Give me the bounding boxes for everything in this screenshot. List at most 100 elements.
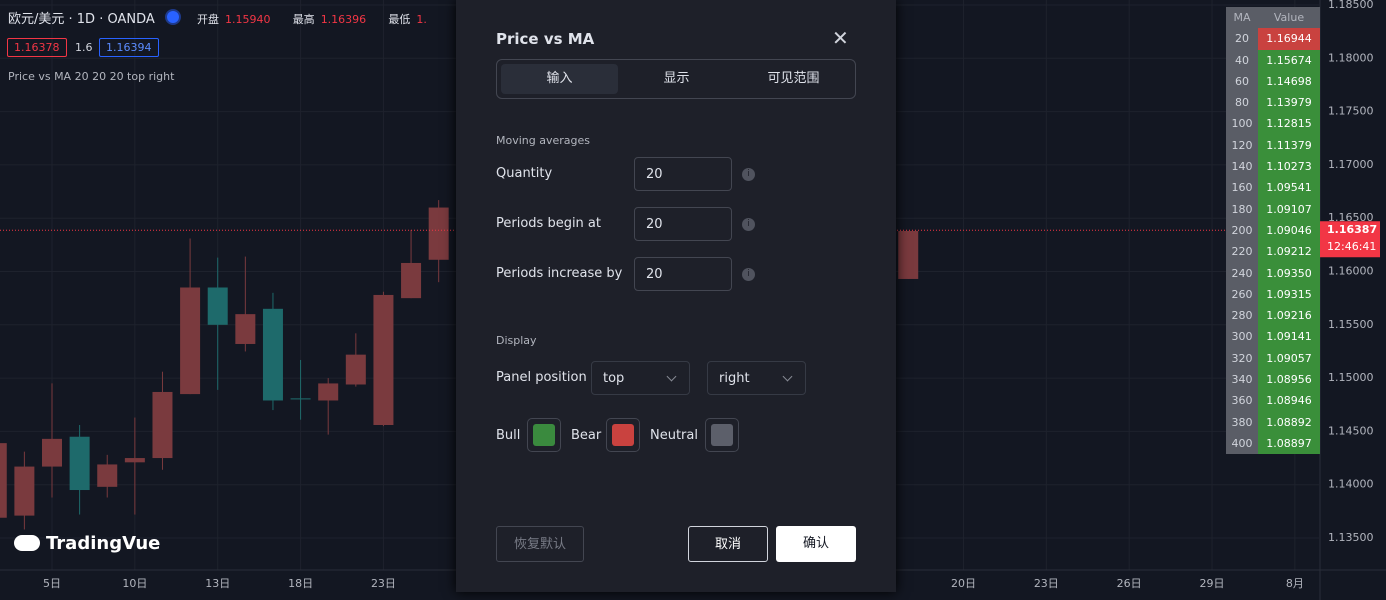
ma-period: 80	[1226, 92, 1258, 114]
ma-row: 360 1.08946	[1226, 390, 1320, 412]
candle-body	[42, 438, 62, 467]
field-input[interactable]: 20	[634, 257, 732, 291]
ma-period: 280	[1226, 305, 1258, 327]
ma-value: 1.09541	[1258, 177, 1320, 199]
ma-value: 1.16944	[1258, 28, 1320, 50]
ma-period: 260	[1226, 283, 1258, 306]
bid: 1.16378	[7, 38, 67, 57]
ma-row: 220 1.09212	[1226, 241, 1320, 263]
ma-row: 200 1.09046	[1226, 219, 1320, 242]
ma-header: MA Value	[1226, 7, 1320, 29]
ma-row: 40 1.15674	[1226, 49, 1320, 71]
ma-value: 1.09315	[1258, 283, 1320, 306]
candle-body	[0, 443, 7, 518]
ma-row: 300 1.09141	[1226, 326, 1320, 348]
panel-horizontal-select[interactable]: right	[707, 361, 806, 395]
ma-period: 320	[1226, 347, 1258, 370]
ma-header-cell: MA	[1226, 7, 1258, 29]
open-label: 开盘	[197, 13, 220, 26]
ma-value: 1.08956	[1258, 369, 1320, 391]
ma-row: 320 1.09057	[1226, 347, 1320, 370]
x-tick-label: 23日	[1034, 577, 1059, 590]
logo-icon	[14, 535, 40, 551]
ma-row: 240 1.09350	[1226, 262, 1320, 284]
candle-body	[373, 294, 394, 426]
ma-value: 1.10273	[1258, 156, 1320, 178]
ma-row: 180 1.09107	[1226, 198, 1320, 220]
reset-button[interactable]: 恢复默认	[496, 526, 584, 562]
ma-period: 60	[1226, 70, 1258, 93]
y-tick-label: 1.14000	[1328, 478, 1374, 491]
ma-row: 140 1.10273	[1226, 156, 1320, 178]
candle-body	[262, 308, 283, 401]
y-tick-label: 1.13500	[1328, 531, 1374, 544]
ma-table: MA Value 20 1.16944 40 1.15674 60 1.14698 80 1.13…	[1226, 7, 1320, 455]
tab[interactable]: 显示	[663, 71, 690, 86]
x-tick-label: 18日	[288, 577, 313, 590]
x-tick-label: 23日	[371, 577, 396, 590]
ma-period: 40	[1226, 49, 1258, 71]
ma-period: 160	[1226, 177, 1258, 199]
field-input[interactable]: 20	[634, 207, 732, 241]
tab[interactable]: 输入	[501, 64, 618, 94]
ok-button[interactable]: 确认	[776, 526, 856, 562]
tabs: 输入 显示 可见范围	[496, 59, 856, 99]
panel-vertical-select[interactable]: top	[591, 361, 690, 395]
tab[interactable]: 可见范围	[767, 71, 820, 86]
symbol-header: 欧元/美元 · 1D · OANDA 开盘 1.15940 最高 1.16396 最…	[8, 8, 433, 27]
x-tick-label: 26日	[1117, 577, 1142, 590]
ma-value: 1.09057	[1258, 347, 1320, 370]
color-swatch[interactable]	[527, 418, 561, 452]
ma-value: 1.09046	[1258, 219, 1320, 242]
candle-body	[428, 207, 449, 260]
ma-value: 1.11379	[1258, 134, 1320, 157]
ma-value: 1.08892	[1258, 411, 1320, 433]
ma-value: 1.09141	[1258, 326, 1320, 348]
settings-dialog: Price vs MA ✕ 输入 显示 可见范围 Moving averages…	[456, 0, 896, 592]
x-tick-label: 10日	[122, 577, 147, 590]
ma-row: 120 1.11379	[1226, 134, 1320, 157]
y-tick-label: 1.18500	[1328, 0, 1374, 11]
ma-period: 200	[1226, 219, 1258, 242]
panel-label: Panel position	[496, 370, 587, 385]
ma-row: 340 1.08956	[1226, 369, 1320, 391]
ma-value: 1.15674	[1258, 49, 1320, 71]
y-tick-label: 1.17000	[1328, 158, 1374, 171]
ma-period: 240	[1226, 262, 1258, 284]
ma-period: 300	[1226, 326, 1258, 348]
candle-body	[180, 287, 201, 395]
y-tick-label: 1.15500	[1328, 318, 1374, 331]
color-label: Neutral	[650, 428, 698, 443]
ma-period: 340	[1226, 369, 1258, 391]
x-tick-label: 13日	[205, 577, 230, 590]
candle-body	[152, 391, 173, 459]
field-input[interactable]: 20	[634, 157, 732, 191]
ma-period: 220	[1226, 241, 1258, 263]
ma-value: 1.09216	[1258, 305, 1320, 327]
last-price-time: 12:46:41	[1327, 240, 1376, 253]
candle-body	[345, 354, 366, 385]
section-title: Moving averages	[496, 134, 590, 147]
candle-body	[207, 287, 228, 325]
close-button[interactable]: ✕	[832, 26, 849, 50]
ma-row: 160 1.09541	[1226, 177, 1320, 199]
candle-body	[14, 466, 35, 516]
low-label: 最低	[388, 13, 411, 26]
high-value: 1.16396	[320, 13, 367, 26]
y-tick-label: 1.15000	[1328, 371, 1374, 384]
indicator-label: Price vs MA 20 20 20 top right	[8, 70, 175, 83]
y-tick-label: 1.16000	[1328, 265, 1374, 278]
cancel-button[interactable]: 取消	[688, 526, 768, 562]
ma-row: 20 1.16944	[1226, 28, 1320, 50]
x-tick-label: 5日	[43, 577, 61, 590]
ma-row: 400 1.08897	[1226, 432, 1320, 455]
ma-period: 380	[1226, 411, 1258, 433]
logo-text: TradingVue	[46, 533, 161, 554]
color-swatch[interactable]	[705, 418, 739, 452]
ma-value: 1.14698	[1258, 70, 1320, 93]
dialog-title: Price vs MA	[496, 30, 595, 48]
candle-body	[401, 262, 422, 299]
field-label: Periods begin at	[496, 216, 601, 231]
color-swatch[interactable]	[606, 418, 640, 452]
